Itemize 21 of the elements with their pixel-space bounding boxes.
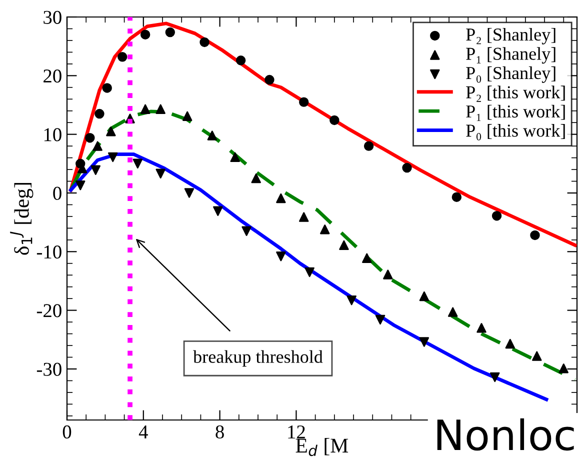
legend-label: P₀ [this work]	[466, 124, 565, 140]
legend-label: P₁ [Shanely]	[466, 47, 556, 64]
y-tick-label: -30	[36, 362, 62, 376]
x-tick-label: 4	[138, 426, 148, 438]
y-tick-label: 20	[44, 69, 62, 83]
x-tick-label: 0	[62, 425, 72, 439]
y-tick-label: 0	[53, 186, 62, 200]
legend-label: P₂ [Shanley]	[466, 28, 556, 44]
legend-label: P₁ [this work]	[466, 104, 565, 122]
y-tick-label: -10	[36, 245, 62, 259]
legend-label: P₀ [Shanley]	[466, 66, 556, 83]
y-tick-label: -20	[36, 304, 62, 318]
x-axis-title: E$_{d}$ [M	[296, 438, 348, 456]
ref-line-label: breakup threshold	[193, 350, 323, 367]
x-tick-label: 12	[288, 425, 305, 438]
y-tick-label: 30	[44, 10, 62, 24]
y-tick-label: 10	[44, 128, 62, 142]
x-tick-label: 8	[216, 425, 224, 439]
annotation: Nonloc	[437, 418, 574, 451]
legend-label: P₂ [this work]	[466, 86, 565, 102]
y-axis-title: δ$_{1}$$^{J}$ [deg]	[10, 183, 34, 255]
